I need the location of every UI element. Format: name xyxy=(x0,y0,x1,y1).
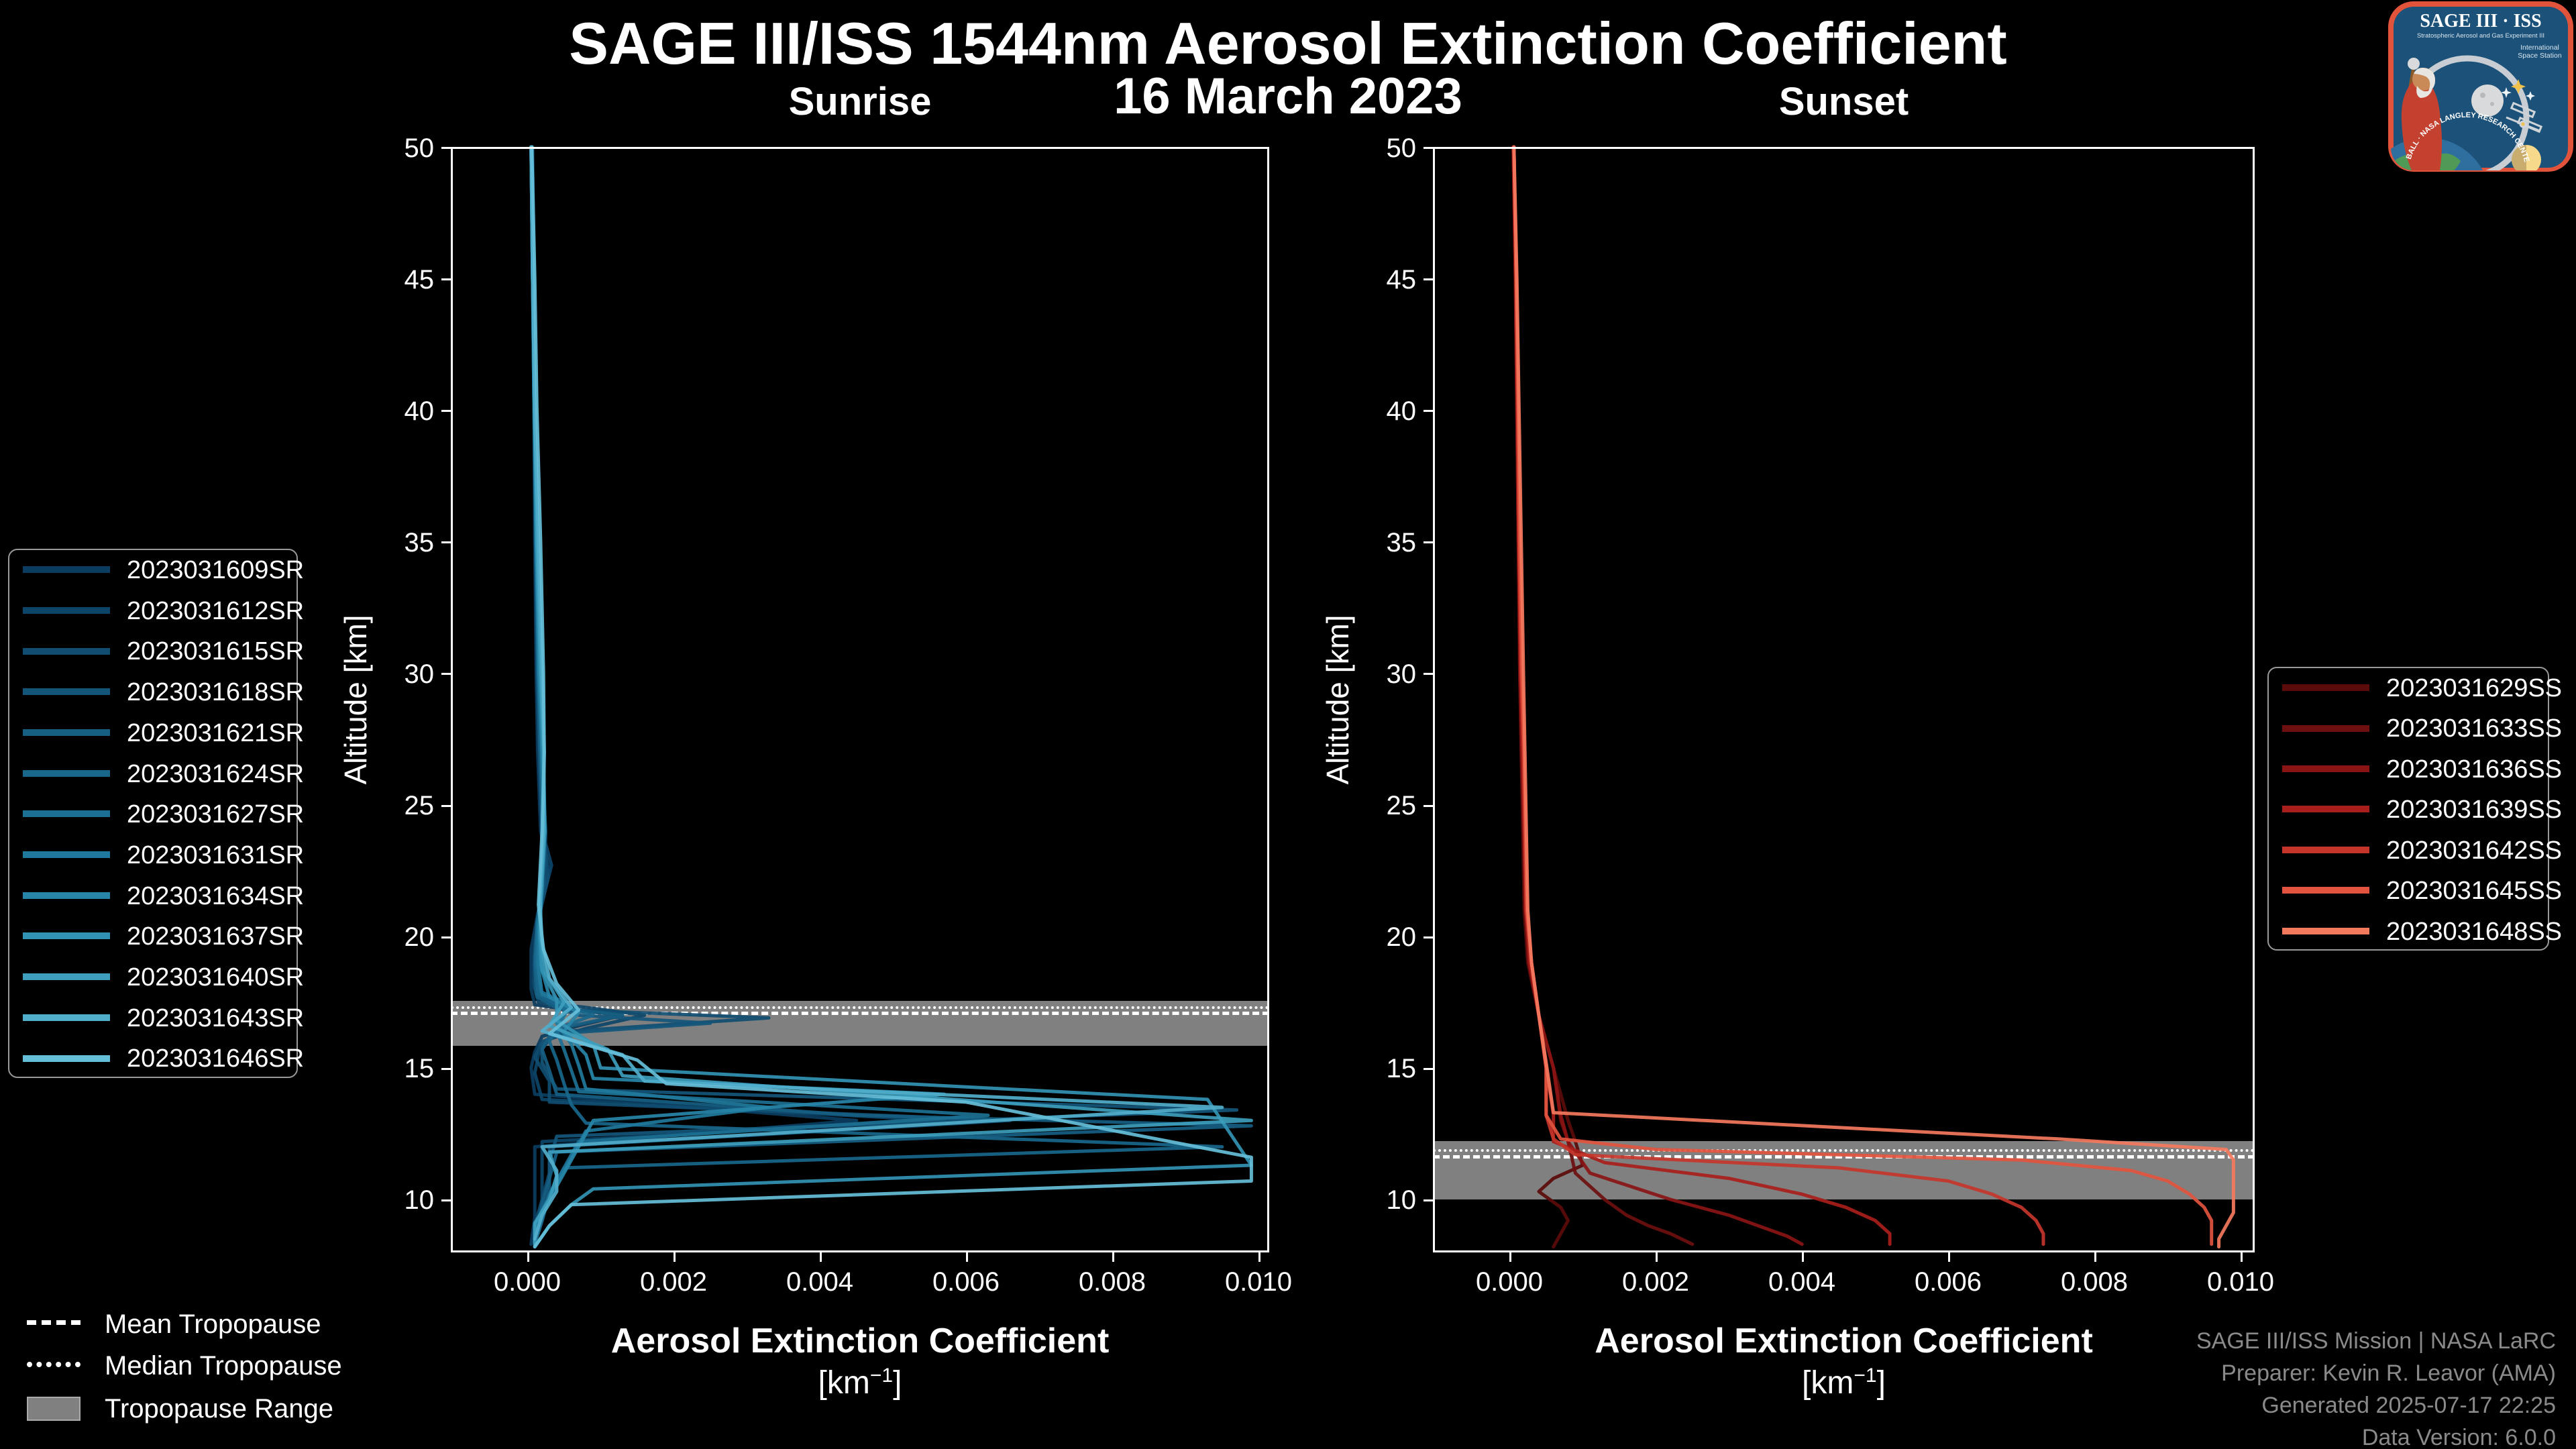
svg-text:Space Station: Space Station xyxy=(2518,52,2562,60)
svg-text:SAGE III · ISS: SAGE III · ISS xyxy=(2420,11,2541,32)
svg-text:Stratospheric Aerosol and Gas: Stratospheric Aerosol and Gas Experiment… xyxy=(2417,32,2544,40)
svg-text:International: International xyxy=(2520,44,2559,52)
